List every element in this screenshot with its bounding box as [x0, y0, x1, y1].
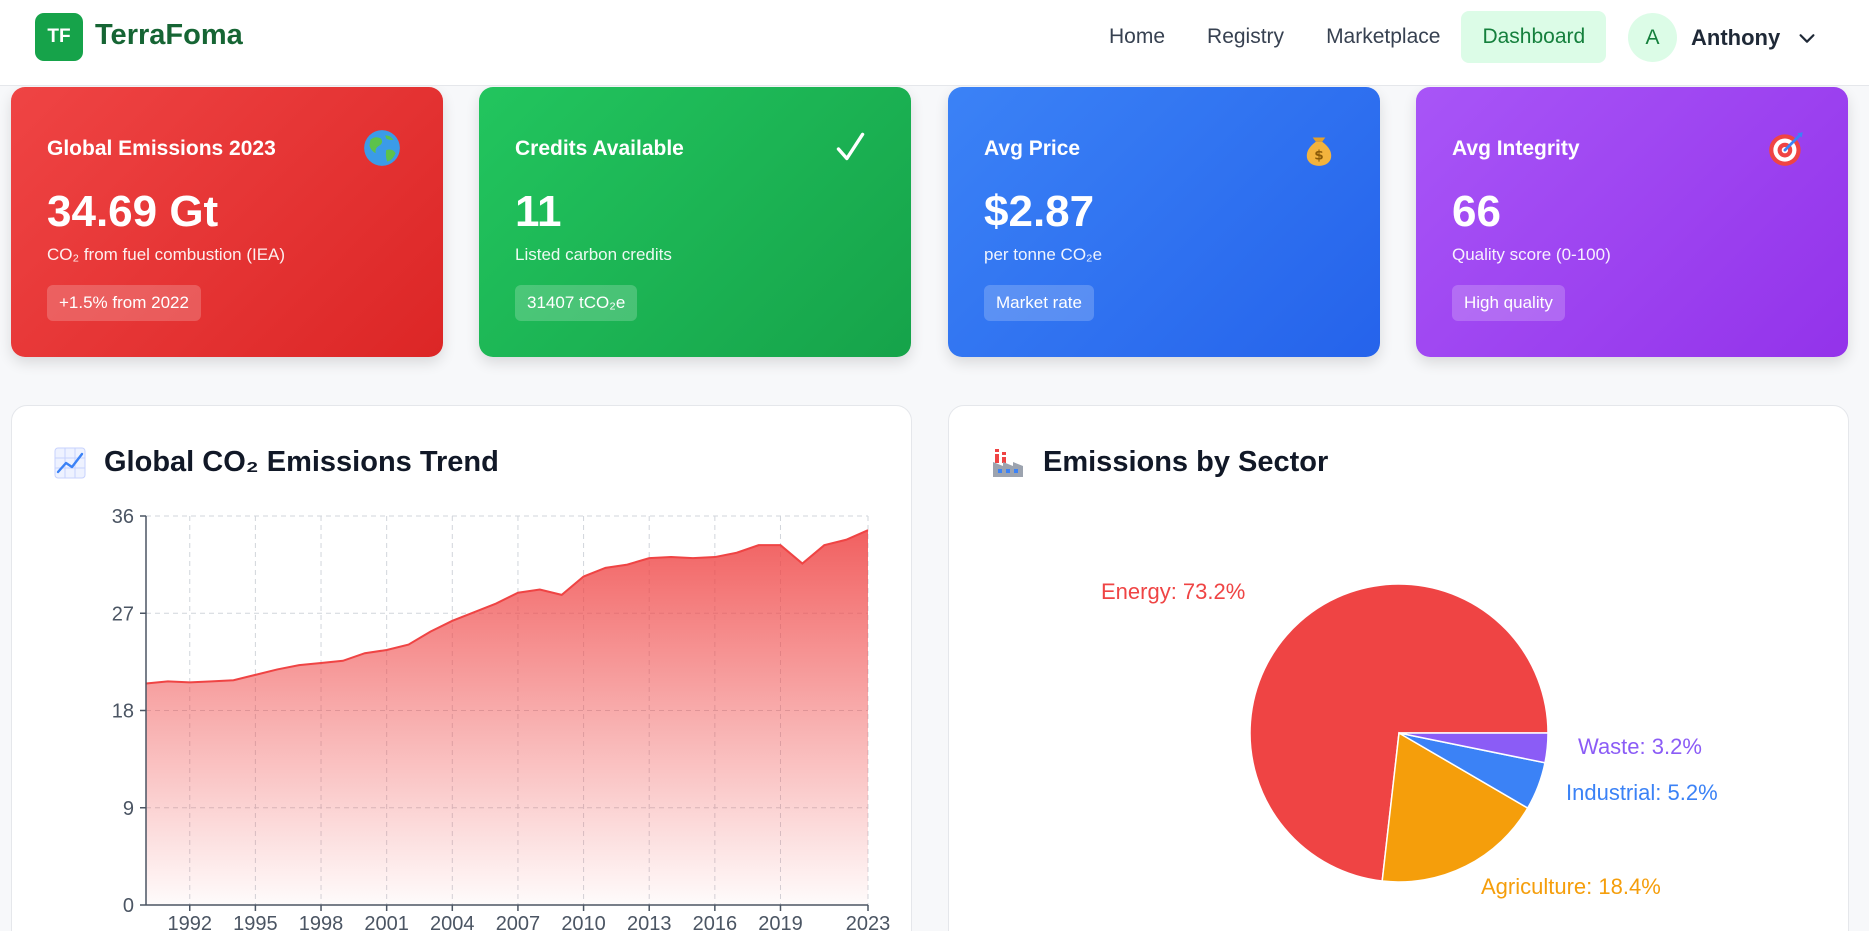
emissions-area	[146, 530, 868, 905]
stat-card-subtitle: per tonne CO₂e	[984, 245, 1103, 264]
emissions-line	[145, 529, 869, 685]
stat-card-badge: High quality	[1452, 285, 1565, 321]
stat-card-badge: Market rate	[984, 285, 1094, 321]
user-menu[interactable]: A Anthony	[1628, 13, 1818, 62]
stat-card-subtitle: CO₂ from fuel combustion (IEA)	[47, 245, 286, 264]
stat-card-emissions: Global Emissions 2023 34.69 Gt CO₂ from …	[11, 87, 443, 357]
stat-card-badge: +1.5% from 2022	[47, 285, 201, 321]
x-tick-label: 1995	[233, 913, 278, 931]
chart-increasing-icon	[54, 447, 86, 478]
nav-link-marketplace[interactable]: Marketplace	[1326, 25, 1441, 48]
y-tick-label: 27	[112, 603, 134, 625]
stat-card-value: 11	[515, 187, 562, 236]
stat-card-value: 34.69 Gt	[47, 187, 219, 236]
money-bag-icon: $	[1306, 137, 1332, 166]
top-navbar: TF TerraFoma Home Registry Marketplace D…	[0, 0, 1869, 86]
stat-card-subtitle: Quality score (0-100)	[1452, 245, 1611, 264]
x-tick-label: 2007	[496, 913, 541, 931]
nav-links: Home Registry Marketplace Dashboard	[1088, 11, 1607, 63]
checkmark-icon	[836, 132, 865, 161]
sector-pie-chart: Energy: 73.2% Agriculture: 18.4% Industria…	[1101, 579, 1718, 899]
brand-name[interactable]: TerraFoma	[95, 19, 243, 51]
x-tick-label: 2004	[430, 913, 475, 931]
nav-link-registry[interactable]: Registry	[1207, 25, 1285, 48]
pie-label: Industrial: 5.2%	[1566, 780, 1718, 805]
stat-card-title: Avg Price	[984, 137, 1081, 160]
user-name[interactable]: Anthony	[1691, 24, 1781, 50]
chevron-down-icon[interactable]	[1796, 27, 1818, 49]
x-tick-label: 2013	[627, 913, 672, 931]
stat-card-badge: 31407 tCO₂e	[515, 285, 638, 321]
panel-title: Global CO₂ Emissions Trend	[54, 446, 499, 479]
y-tick-label: 18	[112, 701, 134, 723]
pie-slice	[1398, 732, 1549, 764]
svg-text:$: $	[1314, 148, 1324, 164]
x-tick-label: 1992	[168, 913, 213, 931]
panel-title: Emissions by Sector	[991, 446, 1328, 479]
nav-link-dashboard[interactable]: Dashboard	[1461, 11, 1607, 63]
pie-slice	[1381, 731, 1529, 883]
logo-badge[interactable]: TF	[35, 13, 83, 61]
x-tick-label: 2023	[846, 913, 891, 931]
stat-card-title: Avg Integrity	[1452, 137, 1580, 160]
stat-card-subtitle: Listed carbon credits	[515, 245, 672, 264]
y-tick-label: 9	[123, 798, 134, 820]
emissions-trend-panel: Global CO₂ Emissions Trend 0 9 18 27 36 1992 1…	[11, 405, 912, 931]
pie-label: Energy: 73.2%	[1101, 579, 1245, 604]
x-tick-label: 2016	[693, 913, 738, 931]
x-tick-label: 2019	[758, 913, 803, 931]
factory-icon	[993, 448, 1023, 477]
emissions-area-chart: 0 9 18 27 36 1992 1995 1998 2001 2004 2007 2010 2013…	[112, 506, 891, 931]
emissions-sector-panel: Emissions by Sector Energy: 73.2% Agricul…	[948, 405, 1849, 931]
y-tick-label: 0	[123, 895, 134, 917]
stat-card-title: Global Emissions 2023	[47, 137, 276, 160]
x-tick-label: 2001	[364, 913, 409, 931]
stat-card-value: $2.87	[984, 187, 1095, 236]
stat-card-integrity: Avg Integrity 66 Quality score (0-100) H…	[1416, 87, 1848, 357]
stat-card-price: Avg Price $ $2.87 per tonne CO₂e Market …	[948, 87, 1380, 357]
y-tick-label: 36	[112, 506, 134, 528]
x-tick-label: 1998	[299, 913, 344, 931]
panel-title-text: Global CO₂ Emissions Trend	[104, 446, 499, 478]
stat-card-credits: Credits Available 11 Listed carbon credi…	[479, 87, 911, 357]
pie-label: Waste: 3.2%	[1578, 734, 1702, 759]
target-icon	[1769, 132, 1803, 166]
pie-label: Agriculture: 18.4%	[1481, 874, 1661, 899]
stat-card-title: Credits Available	[515, 137, 684, 160]
stat-card-value: 66	[1452, 187, 1501, 236]
panel-title-text: Emissions by Sector	[1043, 446, 1329, 478]
nav-link-home[interactable]: Home	[1109, 25, 1166, 48]
globe-icon	[364, 130, 400, 166]
x-tick-label: 2010	[561, 913, 606, 931]
avatar[interactable]: A	[1628, 13, 1677, 62]
